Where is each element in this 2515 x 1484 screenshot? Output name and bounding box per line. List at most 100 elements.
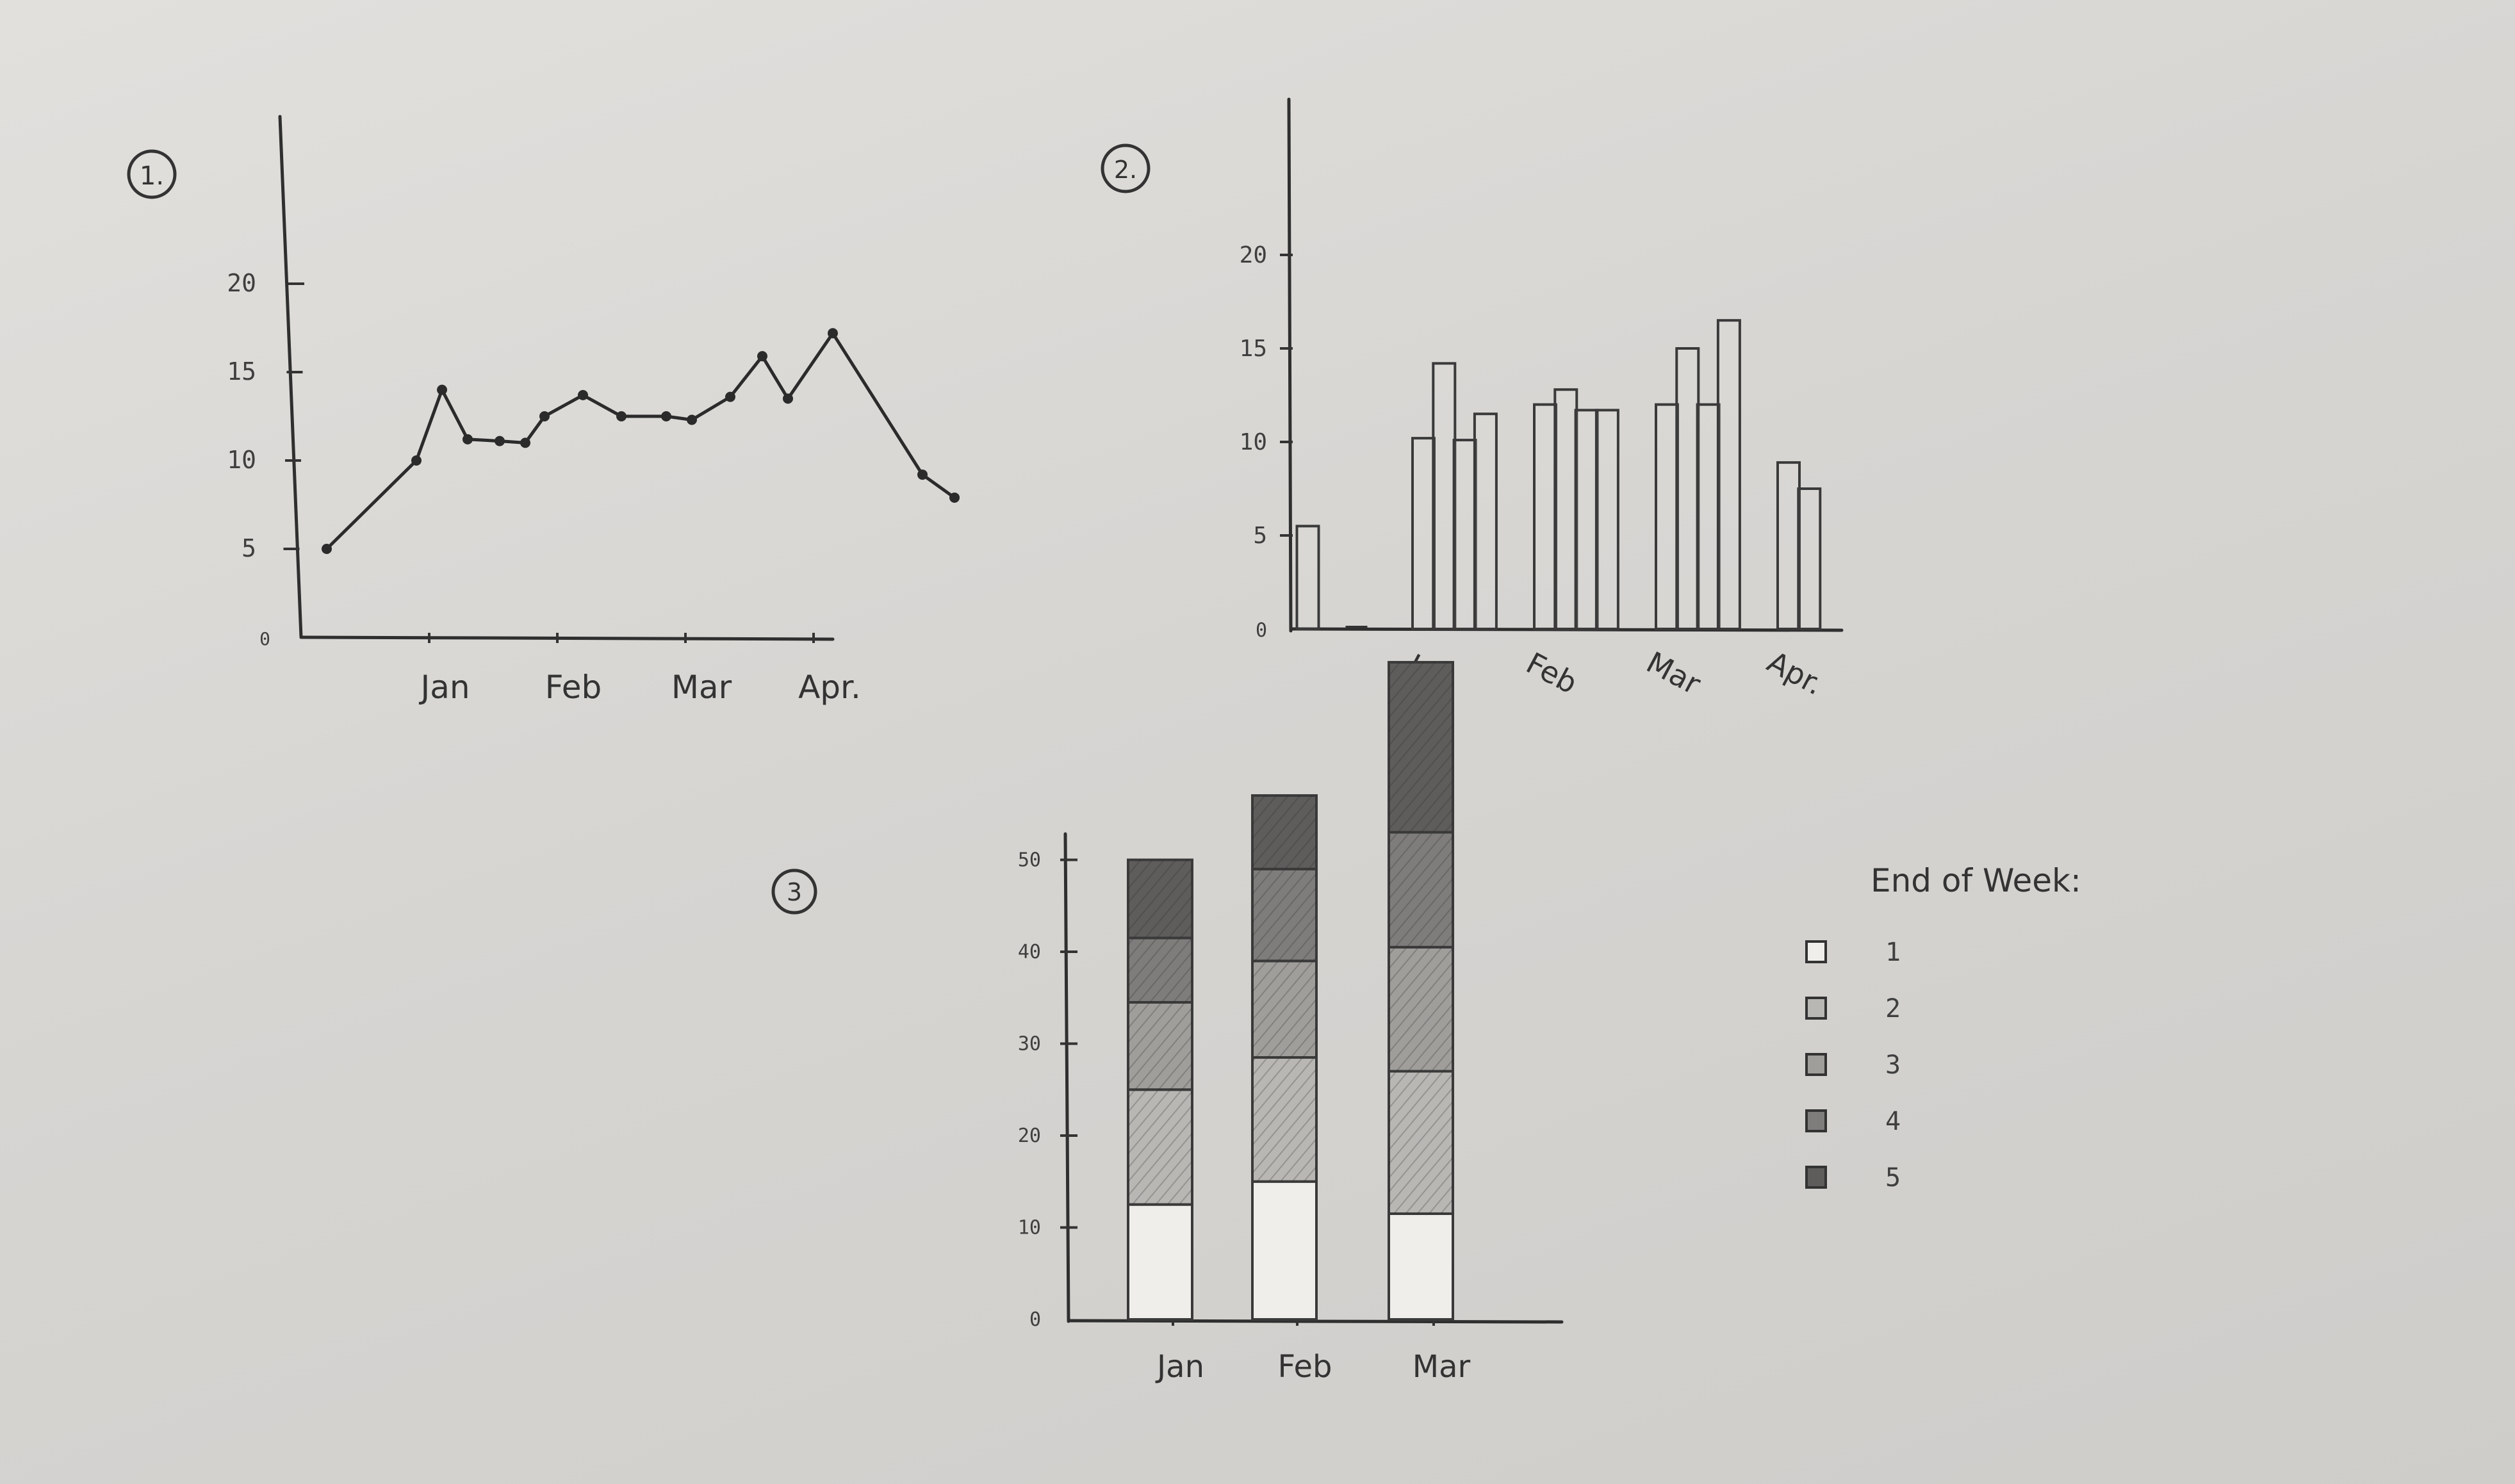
legend-label: 2 (1885, 994, 1901, 1023)
bar (1655, 403, 1679, 630)
bar (1797, 487, 1822, 630)
bar-segment-shading (1252, 868, 1316, 961)
legend-items: 1 2 3 4 5 (1805, 938, 1901, 1193)
data-point (411, 455, 422, 466)
line-series (325, 331, 956, 550)
panel-marker-label: 2. (1114, 156, 1137, 184)
legend-swatch (1805, 1166, 1827, 1189)
y-axis (1287, 97, 1293, 633)
bar (1473, 412, 1498, 630)
y-tick-label: 20 (1240, 242, 1267, 268)
bar-segment-shading (1128, 1089, 1192, 1205)
bar (1696, 403, 1721, 630)
bar (1295, 525, 1320, 631)
bar (1574, 409, 1599, 630)
data-point (725, 391, 735, 402)
bar-segment-shading (1128, 860, 1192, 938)
line-chart-panel: 1. 0 5 10 15 20 Jan Feb Mar Apr. (127, 115, 960, 706)
data-point (322, 544, 332, 554)
stacked-chart-x-ticks: Jan Feb Mar (1155, 1315, 1471, 1385)
x-axis (1067, 1319, 1564, 1324)
line-chart-series (322, 328, 960, 554)
bar-segment-shading (1389, 947, 1453, 1072)
legend-swatch (1805, 1053, 1827, 1076)
y-tick-label: 5 (242, 534, 256, 562)
x-tick-label: Mar (1641, 645, 1707, 701)
y-axis (278, 115, 303, 639)
panel-marker-label: 3 (787, 878, 802, 906)
x-tick-label: Apr. (1762, 644, 1829, 702)
bar (1776, 461, 1801, 630)
panel-marker-2: 2. (1101, 143, 1151, 193)
y-tick-label: 5 (1253, 523, 1267, 549)
y-tick-label: 50 (1018, 849, 1041, 872)
legend-label: 4 (1885, 1107, 1901, 1136)
bar (1533, 403, 1557, 630)
bar-segment-shading (1389, 1071, 1453, 1214)
bar (1452, 439, 1477, 631)
data-point (949, 492, 960, 503)
y-tick-label: 10 (227, 446, 256, 474)
bar-chart-y-ticks: 0 5 10 15 20 (1240, 242, 1293, 642)
y-tick-label: 0 (1029, 1309, 1041, 1331)
y-tick-label: 30 (1018, 1033, 1041, 1056)
bar-segment-shading (1128, 1002, 1192, 1090)
x-tick-label: Feb (1521, 646, 1583, 701)
panel-marker-3: 3 (771, 868, 817, 915)
stacked-chart-bars (1127, 660, 1454, 1321)
bar-segment (1251, 1180, 1318, 1321)
x-tick-label: Apr. (798, 669, 861, 706)
data-point (463, 434, 473, 444)
stacked-bar-chart-panel: 3 0 10 20 30 40 50 Jan Feb Mar End of Week: 1 2 3… (771, 660, 2081, 1385)
x-tick-label: Feb (1278, 1349, 1332, 1385)
y-tick-label: 10 (1018, 1217, 1041, 1239)
panel-marker-1: 1. (127, 149, 177, 199)
data-point (917, 469, 928, 480)
data-point (495, 436, 505, 446)
line-chart-axes (278, 115, 835, 641)
panel-marker-label: 1. (140, 161, 164, 191)
bar-segment (1388, 1212, 1454, 1321)
stacked-chart-y-ticks: 0 10 20 30 40 50 (1018, 849, 1077, 1331)
data-point (783, 393, 793, 404)
bar-segment-shading (1128, 938, 1192, 1002)
y-tick-label: 20 (1018, 1125, 1041, 1147)
bar-segment-shading (1389, 662, 1453, 833)
y-tick-label: 15 (227, 357, 256, 386)
bar-segment (1127, 1203, 1193, 1321)
y-tick-label: 40 (1018, 941, 1041, 963)
y-tick-label: 0 (259, 628, 270, 649)
legend-label: 5 (1885, 1163, 1901, 1193)
bar (1432, 362, 1457, 630)
x-tick-label: Mar (1413, 1349, 1471, 1385)
bar-segment-shading (1252, 1057, 1316, 1182)
legend-swatch (1805, 1109, 1827, 1132)
stacked-chart-axes (1063, 832, 1564, 1324)
data-point (828, 328, 838, 339)
bar (1716, 319, 1741, 630)
bar-segment-shading (1252, 795, 1316, 869)
data-point (437, 384, 447, 395)
legend-label: 3 (1885, 1050, 1901, 1080)
x-axis (299, 635, 835, 641)
data-point (616, 411, 627, 421)
x-tick-label: Jan (418, 669, 470, 706)
legend-label: 1 (1885, 938, 1901, 967)
bar-segment-shading (1252, 961, 1316, 1058)
bar (1675, 347, 1700, 630)
y-tick-label: 10 (1240, 429, 1267, 455)
bar (1594, 409, 1619, 630)
x-tick-label: Mar (671, 669, 732, 706)
data-point (661, 411, 671, 421)
data-point (687, 414, 697, 425)
legend-swatch (1805, 997, 1827, 1020)
data-point (578, 389, 588, 400)
x-tick-label: Feb (545, 669, 602, 706)
y-tick-label: 20 (227, 269, 256, 297)
line-chart-x-ticks: Jan Feb Mar Apr. (418, 633, 861, 706)
x-tick-label: Jan (1155, 1349, 1204, 1385)
legend-swatch (1805, 940, 1827, 963)
